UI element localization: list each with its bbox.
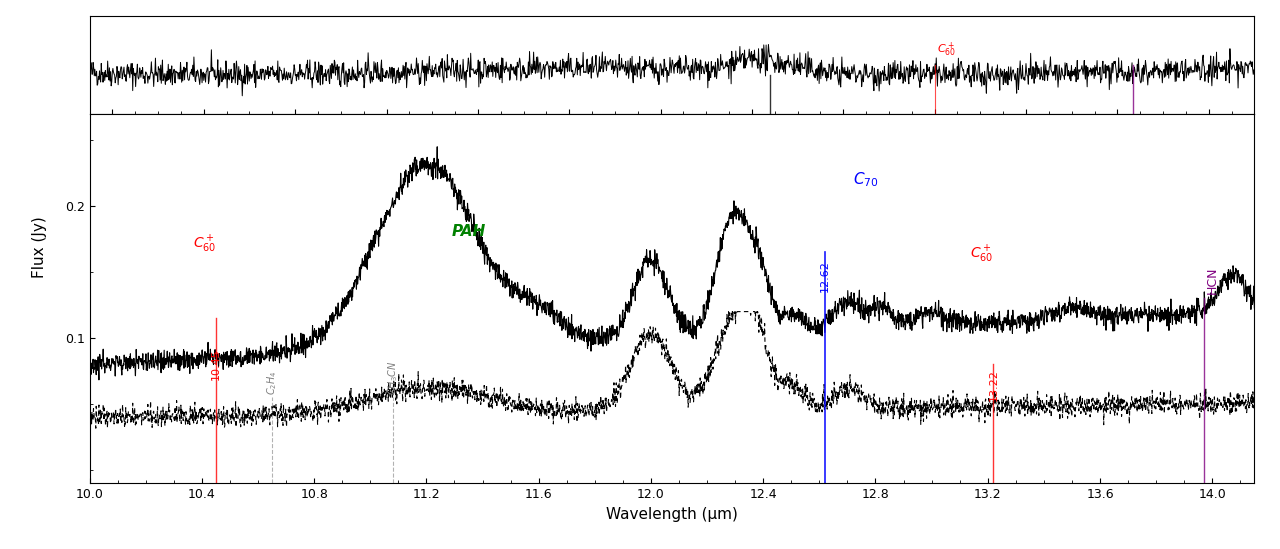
Text: 13.22: 13.22 [988, 369, 998, 401]
Text: HCN: HCN [1206, 267, 1219, 294]
Text: $C^+_{60}$: $C^+_{60}$ [193, 233, 216, 255]
Text: $C_2H_4$: $C_2H_4$ [265, 370, 279, 395]
Text: $C^+_{60}$: $C^+_{60}$ [970, 244, 993, 265]
Text: $CH_3CN$: $CH_3CN$ [385, 360, 399, 395]
X-axis label: Wavelength (μm): Wavelength (μm) [605, 507, 739, 522]
Text: PAH: PAH [452, 224, 485, 239]
Text: 12.62: 12.62 [820, 260, 829, 292]
Text: $C_{70}$: $C_{70}$ [852, 170, 878, 189]
Text: $C^+_{60}$: $C^+_{60}$ [937, 40, 956, 59]
Text: Flux (Jy): Flux (Jy) [32, 216, 47, 278]
Text: 10.45: 10.45 [211, 349, 221, 380]
